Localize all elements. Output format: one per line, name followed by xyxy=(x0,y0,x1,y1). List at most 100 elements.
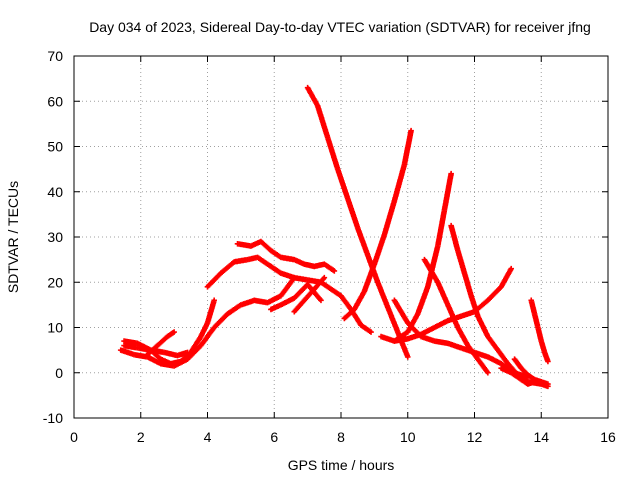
data-point xyxy=(545,358,551,365)
data-marker-run xyxy=(375,280,390,309)
data-marker-run xyxy=(205,299,217,325)
x-tick-label: 0 xyxy=(70,429,78,445)
data-marker-run xyxy=(256,255,270,267)
axis-ticks: 0 2 4 6 8 10 12 14 16 -10 0 10 20 30 40 50 60 70 xyxy=(43,48,616,445)
series-track-7 xyxy=(234,238,338,274)
data-marker-run xyxy=(393,336,410,344)
y-tick-label: 20 xyxy=(47,274,63,290)
x-axis-label: GPS time / hours xyxy=(288,457,395,473)
series-track-9 xyxy=(304,84,411,360)
chart-title: Day 034 of 2023, Sidereal Day-to-day VTE… xyxy=(89,19,591,35)
data-marker-run xyxy=(441,172,454,212)
series-track-18 xyxy=(498,365,538,387)
data-marker-run xyxy=(455,249,467,275)
data-marker-run xyxy=(345,197,360,230)
data-marker-run xyxy=(415,285,430,316)
series-track-10 xyxy=(341,127,414,322)
data-marker-run xyxy=(379,334,396,344)
data-marker-run xyxy=(322,262,336,273)
x-tick-label: 12 xyxy=(467,429,483,445)
data-point xyxy=(531,379,538,385)
data-marker-run xyxy=(232,257,249,265)
x-tick-label: 10 xyxy=(400,429,416,445)
x-tick-label: 8 xyxy=(337,429,345,445)
data-marker-run xyxy=(385,305,400,334)
x-tick-label: 4 xyxy=(204,429,212,445)
data-marker-run xyxy=(435,208,447,248)
series-track-4 xyxy=(121,342,191,359)
data-marker-run xyxy=(486,335,500,352)
data-marker-run xyxy=(359,323,373,334)
series-track-6 xyxy=(268,281,324,313)
data-marker-run xyxy=(352,289,367,311)
data-marker-run xyxy=(225,302,243,316)
data-marker-run xyxy=(179,350,193,364)
data-marker-run xyxy=(355,226,370,257)
data-marker-run xyxy=(136,345,153,353)
data-point xyxy=(184,349,191,356)
data-point xyxy=(508,265,515,272)
data-marker-run xyxy=(465,344,480,361)
data-marker-run xyxy=(315,104,330,139)
y-tick-label: 0 xyxy=(55,365,63,381)
y-tick-label: 10 xyxy=(47,320,63,336)
data-marker-run xyxy=(329,287,343,298)
data-marker-run xyxy=(401,129,414,166)
y-tick-label: 40 xyxy=(47,184,63,200)
data-marker-run xyxy=(392,163,407,203)
plot-area xyxy=(117,84,551,390)
series-track-5 xyxy=(204,254,374,335)
data-marker-run xyxy=(475,357,490,375)
series-track-16 xyxy=(528,297,551,365)
data-marker-run xyxy=(462,271,474,298)
data-point xyxy=(318,297,324,304)
grid xyxy=(74,56,608,418)
data-marker-run xyxy=(496,348,510,366)
data-marker-run xyxy=(155,334,170,348)
data-marker-run xyxy=(239,298,256,308)
data-marker-run xyxy=(162,349,179,358)
data-marker-run xyxy=(422,258,440,284)
data-marker-run xyxy=(528,299,537,316)
data-marker-run xyxy=(269,248,283,260)
data-marker-run xyxy=(392,298,410,325)
data-marker-run xyxy=(335,167,350,200)
y-axis-label: SDTVAR / TECUs xyxy=(5,181,21,293)
series-track-14 xyxy=(421,256,491,376)
data-marker-run xyxy=(312,276,327,291)
y-tick-label: 30 xyxy=(47,229,63,245)
data-marker-run xyxy=(325,136,340,171)
data-marker-run xyxy=(499,267,514,289)
data-point xyxy=(404,354,411,360)
data-marker-run xyxy=(302,287,317,302)
data-marker-run xyxy=(486,285,503,302)
data-marker-run xyxy=(305,86,320,108)
data-marker-run xyxy=(475,314,490,338)
data-point xyxy=(545,381,551,387)
data-marker-run xyxy=(339,294,353,311)
data-point xyxy=(368,329,374,335)
data-point xyxy=(448,170,454,177)
x-tick-label: 6 xyxy=(270,429,278,445)
x-tick-label: 14 xyxy=(533,429,549,445)
data-marker-run xyxy=(448,224,461,252)
data-marker-run xyxy=(219,260,236,275)
y-tick-label: 60 xyxy=(47,93,63,109)
data-marker-run xyxy=(292,298,307,314)
data-marker-run xyxy=(293,275,309,283)
data-point xyxy=(321,274,328,281)
data-marker-run xyxy=(319,280,333,291)
data-marker-run xyxy=(509,370,523,382)
data-point xyxy=(171,329,177,335)
data-marker-run xyxy=(512,357,524,370)
data-point xyxy=(485,369,491,376)
data-marker-run xyxy=(445,303,460,329)
data-marker-run xyxy=(372,233,387,266)
data-marker-run xyxy=(382,199,397,237)
data-point xyxy=(211,297,217,304)
data-marker-run xyxy=(198,325,217,348)
data-marker-run xyxy=(205,271,223,289)
data-marker-run xyxy=(185,343,203,361)
data-marker-run xyxy=(435,280,450,307)
